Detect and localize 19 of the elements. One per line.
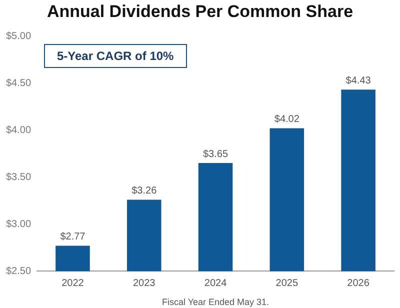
x-tick-label: 2023 <box>132 278 156 289</box>
data-label: $4.02 <box>274 114 300 125</box>
y-tick-label: $4.00 <box>6 124 32 136</box>
y-tick-label: $4.50 <box>6 78 32 89</box>
annotation: 5-Year CAGR of 10% <box>44 44 187 68</box>
data-label: $3.65 <box>202 148 228 160</box>
data-label: $3.26 <box>132 185 158 196</box>
x-tick-label: 2025 <box>276 278 298 289</box>
y-tick-label: $3.50 <box>6 172 32 183</box>
y-tick-label: $5.00 <box>6 30 32 42</box>
y-tick-label: $3.00 <box>6 218 32 230</box>
data-label: $4.43 <box>346 75 372 86</box>
y-tick-label: $2.50 <box>6 266 32 277</box>
x-axis-title: Fiscal Year Ended May 31. <box>162 297 270 308</box>
x-tick-label: 2022 <box>62 278 84 289</box>
x-tick-label: 2026 <box>347 278 370 289</box>
data-label: $2.77 <box>60 232 86 243</box>
chart-title: Annual Dividends Per Common Share <box>46 2 354 22</box>
x-tick-label: 2024 <box>204 278 228 289</box>
